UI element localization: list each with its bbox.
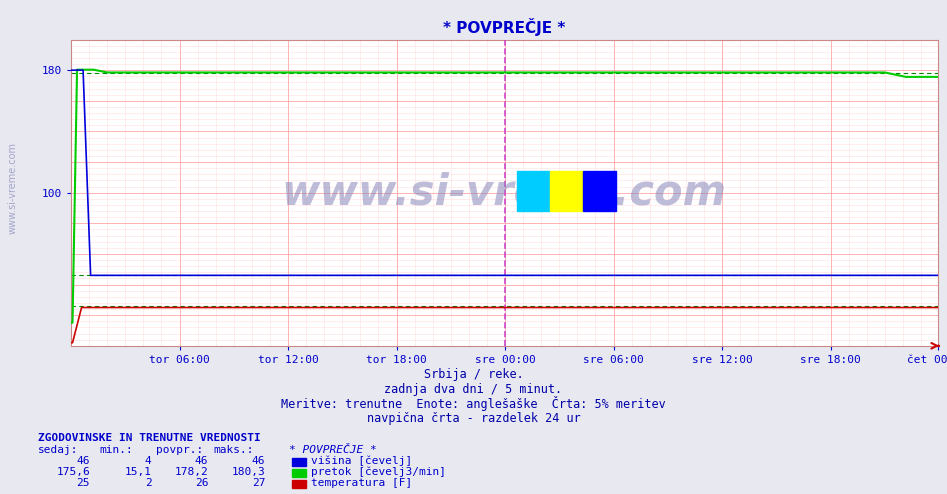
Text: 2: 2: [145, 478, 152, 488]
Bar: [517, 171, 550, 211]
Text: www.si-vreme.com: www.si-vreme.com: [8, 142, 18, 234]
Text: višina [čevelj]: višina [čevelj]: [311, 456, 412, 466]
Text: 46: 46: [252, 456, 265, 466]
Text: 180,3: 180,3: [231, 467, 265, 477]
Text: Srbija / reke.: Srbija / reke.: [423, 368, 524, 381]
Text: * POVPREČJE *: * POVPREČJE *: [289, 446, 377, 455]
Text: zadnja dva dni / 5 minut.: zadnja dva dni / 5 minut.: [384, 383, 563, 396]
Text: navpična črta - razdelek 24 ur: navpična črta - razdelek 24 ur: [366, 412, 581, 425]
Text: pretok [čevelj3/min]: pretok [čevelj3/min]: [311, 467, 446, 477]
Text: 175,6: 175,6: [56, 467, 90, 477]
Text: www.si-vreme.com: www.si-vreme.com: [282, 171, 726, 214]
Text: Meritve: trenutne  Enote: anglešaške  Črta: 5% meritev: Meritve: trenutne Enote: anglešaške Črta…: [281, 396, 666, 411]
Text: 27: 27: [252, 478, 265, 488]
Text: ZGODOVINSKE IN TRENUTNE VREDNOSTI: ZGODOVINSKE IN TRENUTNE VREDNOSTI: [38, 433, 260, 443]
Bar: [583, 171, 616, 211]
Text: min.:: min.:: [99, 446, 134, 455]
Text: 26: 26: [195, 478, 208, 488]
Text: 46: 46: [77, 456, 90, 466]
Text: povpr.:: povpr.:: [156, 446, 204, 455]
Text: 4: 4: [145, 456, 152, 466]
Text: 178,2: 178,2: [174, 467, 208, 477]
Text: 25: 25: [77, 478, 90, 488]
Text: 15,1: 15,1: [124, 467, 152, 477]
Text: 46: 46: [195, 456, 208, 466]
Text: maks.:: maks.:: [213, 446, 254, 455]
Text: temperatura [F]: temperatura [F]: [311, 478, 412, 488]
Text: sedaj:: sedaj:: [38, 446, 79, 455]
Title: * POVPREČJE *: * POVPREČJE *: [443, 18, 565, 36]
Bar: [550, 171, 583, 211]
